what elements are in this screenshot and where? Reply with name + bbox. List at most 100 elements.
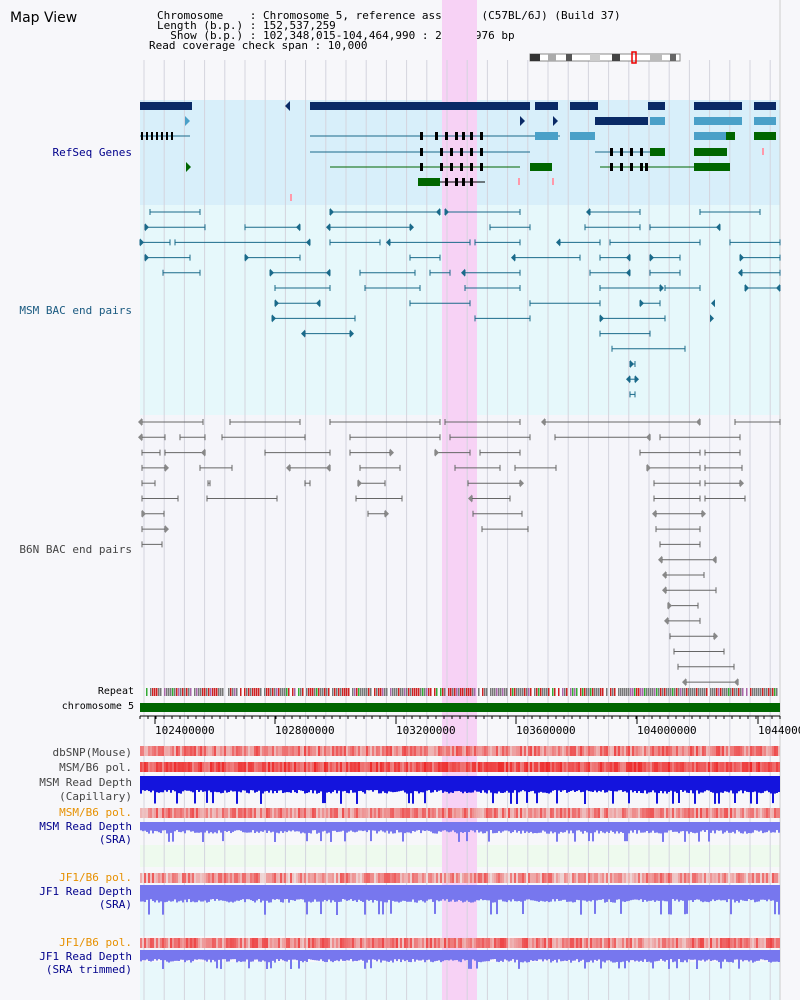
strand-arrow xyxy=(316,299,320,308)
jf1-depth-label[interactable]: JF1 Read Depth xyxy=(39,885,132,898)
msm-capillary-depth-bar xyxy=(772,776,774,804)
msm-pol-cell xyxy=(184,762,186,772)
msm-pol-label[interactable]: MSM/B6 pol. xyxy=(59,761,132,774)
jf1-pol-label[interactable]: JF1/B6 pol. xyxy=(59,871,132,884)
msm-sra-depth-bar xyxy=(596,822,598,831)
dbsnp-cell xyxy=(718,746,720,756)
repeat-feature xyxy=(564,688,566,696)
msm-bac-label[interactable]: MSM BAC end pairs xyxy=(19,304,132,317)
jf1-pol2-cell xyxy=(412,938,414,948)
msm-pol-cell xyxy=(772,762,774,772)
repeat-feature xyxy=(598,688,600,696)
jf1-trimmed-depth-bar xyxy=(214,950,216,962)
msm-capillary-depth-bar xyxy=(698,776,700,794)
repeat-feature xyxy=(472,688,474,696)
jf1-pol2-cell xyxy=(200,938,202,948)
repeat-feature xyxy=(450,688,452,696)
msm-capillary-depth-bar xyxy=(246,776,248,793)
msm-pol-cell xyxy=(268,762,270,772)
msm-capillary-depth-bar xyxy=(614,776,616,792)
strand-arrow xyxy=(185,116,190,126)
jf1-pol-cell xyxy=(488,873,490,883)
repeat-feature xyxy=(774,688,776,696)
msm-pol2-cell xyxy=(260,808,262,818)
msm-pol-cell xyxy=(654,762,656,772)
jf1-sra-depth-bar xyxy=(444,885,446,901)
msm-capillary-depth-bar xyxy=(326,776,328,793)
jf1-sra-depth-bar xyxy=(492,885,494,903)
jf1-sra-depth-bar xyxy=(366,885,368,900)
jf1-pol2-cell xyxy=(170,938,172,948)
repeat-feature xyxy=(558,688,560,696)
msm-sra-depth-bar xyxy=(722,822,724,834)
b6n-bac-label[interactable]: B6N BAC end pairs xyxy=(19,543,132,556)
jf1-pol2-cell xyxy=(440,938,442,948)
msm-pol-cell xyxy=(292,762,294,772)
jf1-sra-depth-bar xyxy=(454,885,456,902)
jf1-sra-depth-bar xyxy=(594,885,596,914)
msm-capillary-depth-bar xyxy=(204,776,206,792)
jf1-trimmed-depth-bar xyxy=(218,950,220,960)
gene-feature xyxy=(140,102,192,110)
msm-depth-sra-label[interactable]: MSM Read Depth xyxy=(39,820,132,833)
gene-feature xyxy=(610,148,613,156)
dbsnp-cell xyxy=(734,746,736,756)
jf1-pol-cell xyxy=(374,873,376,883)
jf1-sra-depth-bar xyxy=(592,885,594,901)
refseq-genes-label[interactable]: RefSeq Genes xyxy=(52,146,132,159)
msm-capillary-depth-bar xyxy=(598,776,600,791)
jf1-sra-depth-bar xyxy=(470,885,472,903)
strand-arrow xyxy=(696,418,700,426)
jf1-sra-depth-bar xyxy=(720,885,722,901)
msm-pol-cell xyxy=(212,762,214,772)
msm-sra-depth-bar xyxy=(376,822,378,834)
msm-depth-capillary-label[interactable]: MSM Read Depth xyxy=(39,776,132,789)
msm-sra-depth-bar xyxy=(586,822,588,833)
jf1-pol-cell xyxy=(150,873,152,883)
msm-sra-depth-bar xyxy=(318,822,320,833)
jf1-trimmed-depth-bar xyxy=(458,950,460,962)
msm-pol2-label[interactable]: MSM/B6 pol. xyxy=(59,806,132,819)
jf1-pol2-cell xyxy=(600,938,602,948)
dbsnp-cell xyxy=(174,746,176,756)
jf1-sra-depth-bar xyxy=(162,885,164,915)
msm-sra-depth-bar xyxy=(252,822,254,831)
msm-pol-cell xyxy=(612,762,614,772)
msm-pol2-cell xyxy=(476,808,478,818)
jf1-pol-cell xyxy=(474,873,476,883)
msm-pol2-cell xyxy=(554,808,556,818)
dbsnp-label[interactable]: dbSNP(Mouse) xyxy=(52,746,132,759)
msm-sra-depth-bar xyxy=(406,822,408,833)
jf1-trimmed-depth-bar xyxy=(742,950,744,962)
jf1-pol2-cell xyxy=(378,938,380,948)
repeat-feature xyxy=(168,688,170,696)
jf1-pol2-cell xyxy=(280,938,282,948)
msm-sra-depth-bar xyxy=(342,822,344,831)
jf1-trimmed-depth-bar xyxy=(142,950,144,961)
jf1-sra-depth-bar xyxy=(590,885,592,902)
jf1-sra-depth-bar xyxy=(414,885,416,903)
jf1-sra-depth-bar xyxy=(402,885,404,901)
jf1-sra-depth-bar xyxy=(218,885,220,901)
jf1-trimmed-label[interactable]: JF1 Read Depth xyxy=(39,950,132,963)
jf1-pol2-label[interactable]: JF1/B6 pol. xyxy=(59,936,132,949)
msm-pol2-cell xyxy=(434,808,436,818)
jf1-sra-depth-bar xyxy=(540,885,542,901)
strand-arrow xyxy=(296,223,300,232)
jf1-pol2-cell xyxy=(736,938,738,948)
gene-feature xyxy=(754,102,776,110)
jf1-pol2-cell xyxy=(236,938,238,948)
repeat-feature xyxy=(714,688,716,696)
gene-feature xyxy=(570,132,595,140)
msm-pol-cell xyxy=(692,762,694,772)
jf1-pol-cell xyxy=(444,873,446,883)
msm-pol2-cell xyxy=(346,808,348,818)
msm-pol2-cell xyxy=(616,808,618,818)
jf1-sra-depth-bar xyxy=(636,885,638,900)
jf1-pol-cell xyxy=(378,873,380,883)
msm-pol-cell xyxy=(218,762,220,772)
repeat-feature xyxy=(566,688,568,696)
msm-pol2-cell xyxy=(586,808,588,818)
msm-pol-cell xyxy=(520,762,522,772)
